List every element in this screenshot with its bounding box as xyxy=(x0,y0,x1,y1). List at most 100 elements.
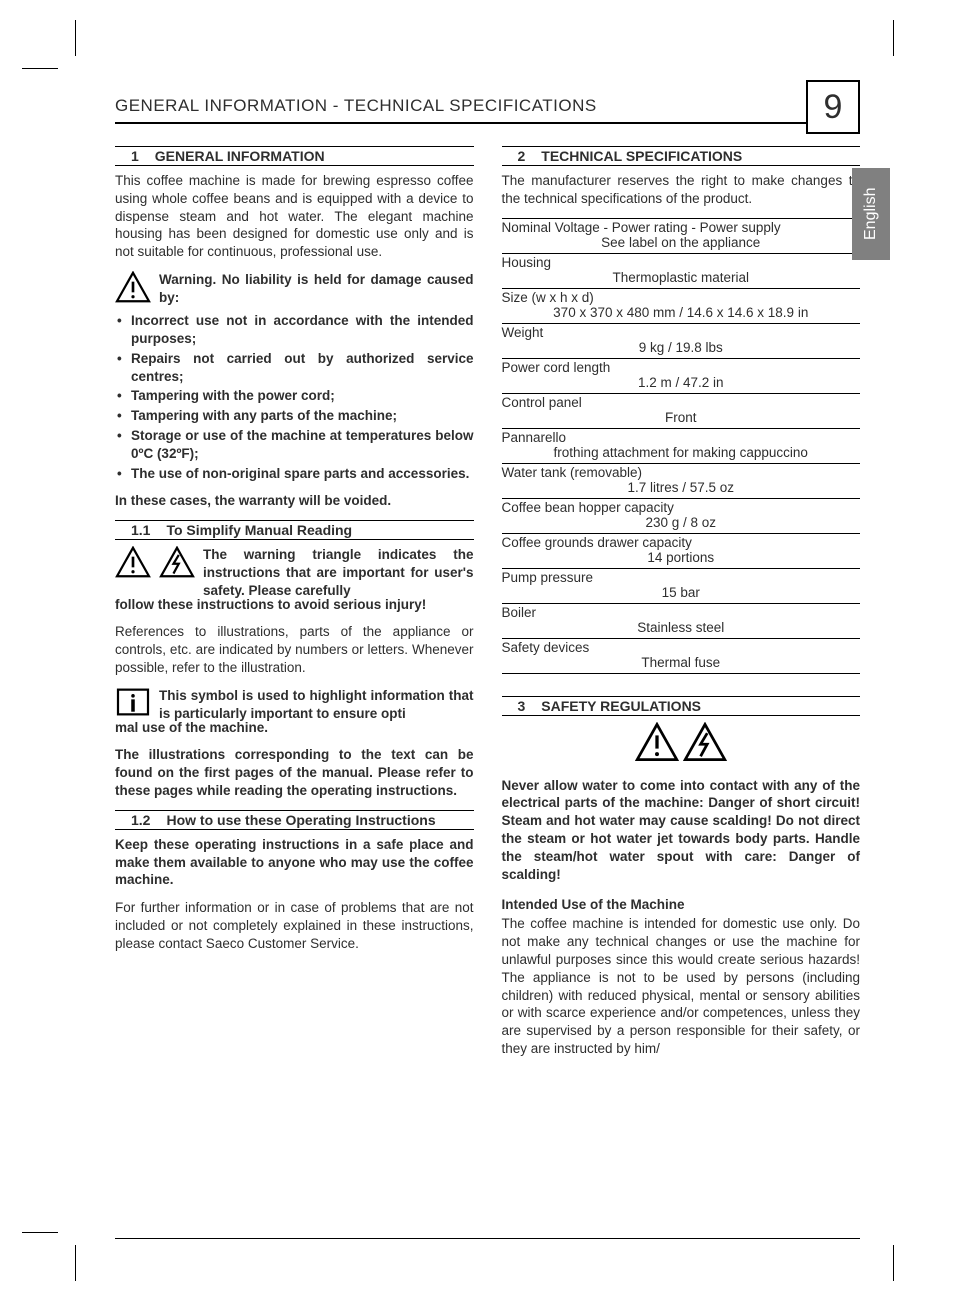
language-tab: English xyxy=(852,168,890,260)
spec-row: Pannarellofrothing attachment for making… xyxy=(502,428,861,463)
warning-bullet: Storage or use of the machine at tempera… xyxy=(115,427,474,463)
spec-label: Nominal Voltage - Power rating - Power s… xyxy=(502,220,861,235)
illustrations-text: The illustrations corresponding to the t… xyxy=(115,746,474,799)
spec-row: Size (w x h x d)370 x 370 x 480 mm / 14.… xyxy=(502,288,861,323)
section-heading-3: 3 SAFETY REGULATIONS xyxy=(502,696,861,716)
spec-row: BoilerStainless steel xyxy=(502,603,861,638)
spec-value: 15 bar xyxy=(502,585,861,600)
spec-row: HousingThermoplastic material xyxy=(502,253,861,288)
spec-row: Safety devicesThermal fuse xyxy=(502,638,861,674)
safety-warning-text: Never allow water to come into contact w… xyxy=(502,777,861,884)
spec-value: Thermoplastic material xyxy=(502,270,861,285)
spec-value: 1.7 litres / 57.5 oz xyxy=(502,480,861,495)
spec-label: Power cord length xyxy=(502,360,861,375)
crop-mark xyxy=(22,1232,58,1233)
spec-intro: The manufacturer reserves the right to m… xyxy=(502,172,861,208)
crop-mark xyxy=(893,1245,894,1281)
warning-bullet: Tampering with the power cord; xyxy=(115,387,474,405)
spec-label: Boiler xyxy=(502,605,861,620)
section-number: 1.1 xyxy=(131,522,150,538)
spec-value: 370 x 370 x 480 mm / 14.6 x 14.6 x 18.9 … xyxy=(502,305,861,320)
body-text: This coffee machine is made for brewing … xyxy=(115,172,474,261)
info-lead-text: This symbol is used to highlight informa… xyxy=(159,687,474,723)
spec-row: Coffee grounds drawer capacity14 portion… xyxy=(502,533,861,568)
section-number: 1.2 xyxy=(131,812,150,828)
keep-instructions-text: Keep these operating instructions in a s… xyxy=(115,836,474,889)
right-column: 2 TECHNICAL SPECIFICATIONS The manufactu… xyxy=(502,146,861,1068)
crop-mark xyxy=(22,68,58,69)
contact-service-text: For further information or in case of pr… xyxy=(115,899,474,952)
crop-mark xyxy=(75,1245,76,1281)
warning-triangle-icon xyxy=(635,722,679,767)
spec-label: Coffee grounds drawer capacity xyxy=(502,535,861,550)
spec-label: Size (w x h x d) xyxy=(502,290,861,305)
spec-label: Pump pressure xyxy=(502,570,861,585)
spec-value: 14 portions xyxy=(502,550,861,565)
spec-row: Pump pressure15 bar xyxy=(502,568,861,603)
crop-mark xyxy=(75,20,76,56)
spec-label: Pannarello xyxy=(502,430,861,445)
warning-bullet-list: Incorrect use not in accordance with the… xyxy=(115,312,474,482)
info-block: This symbol is used to highlight informa… xyxy=(115,687,474,723)
section-heading-1: 1 GENERAL INFORMATION xyxy=(115,146,474,166)
spec-label: Coffee bean hopper capacity xyxy=(502,500,861,515)
section-number: 3 xyxy=(518,698,526,714)
spec-value: 230 g / 8 oz xyxy=(502,515,861,530)
section-number: 1 xyxy=(131,148,139,164)
info-icon xyxy=(115,687,151,722)
warning-block: Warning. No liability is held for damage… xyxy=(115,271,474,308)
section-title: SAFETY REGULATIONS xyxy=(541,698,701,714)
spec-row: Coffee bean hopper capacity230 g / 8 oz xyxy=(502,498,861,533)
warranty-note: In these cases, the warranty will be voi… xyxy=(115,492,474,510)
section-heading-1-1: 1.1 To Simplify Manual Reading xyxy=(115,520,474,540)
safety-icons xyxy=(502,722,861,767)
section-heading-1-2: 1.2 How to use these Operating Instructi… xyxy=(115,810,474,830)
electric-triangle-icon xyxy=(159,546,195,583)
spec-table: Nominal Voltage - Power rating - Power s… xyxy=(502,218,861,674)
intended-use-text: The coffee machine is intended for domes… xyxy=(502,915,861,1058)
footer-rule xyxy=(115,1238,860,1239)
spec-label: Housing xyxy=(502,255,861,270)
left-column: 1 GENERAL INFORMATION This coffee machin… xyxy=(115,146,474,1068)
columns: 1 GENERAL INFORMATION This coffee machin… xyxy=(115,146,860,1068)
section-title: To Simplify Manual Reading xyxy=(166,522,352,538)
spec-label: Water tank (removable) xyxy=(502,465,861,480)
spec-value: Thermal fuse xyxy=(502,655,861,670)
simplify-lead-text: The warning triangle indicates the instr… xyxy=(203,546,474,599)
spec-value: Stainless steel xyxy=(502,620,861,635)
section-title: GENERAL INFORMATION xyxy=(155,148,325,164)
spec-row: Weight9 kg / 19.8 lbs xyxy=(502,323,861,358)
electric-triangle-icon xyxy=(683,722,727,767)
simplify-follow-text: follow these instructions to avoid serio… xyxy=(115,596,474,614)
section-title: TECHNICAL SPECIFICATIONS xyxy=(541,148,742,164)
warning-bullet: Repairs not carried out by authorized se… xyxy=(115,350,474,386)
page-header: GENERAL INFORMATION - TECHNICAL SPECIFIC… xyxy=(115,80,860,124)
spec-row: Water tank (removable)1.7 litres / 57.5 … xyxy=(502,463,861,498)
crop-mark xyxy=(893,20,894,56)
warning-bullet: The use of non-original spare parts and … xyxy=(115,465,474,483)
page-number: 9 xyxy=(806,80,860,134)
references-text: References to illustrations, parts of th… xyxy=(115,623,474,676)
spec-value: 9 kg / 19.8 lbs xyxy=(502,340,861,355)
page-content: GENERAL INFORMATION - TECHNICAL SPECIFIC… xyxy=(115,80,860,1068)
simplify-reading-block: The warning triangle indicates the instr… xyxy=(115,546,474,599)
warning-triangle-icon xyxy=(115,271,151,308)
warning-bullet: Incorrect use not in accordance with the… xyxy=(115,312,474,348)
warning-triangle-icon xyxy=(115,546,151,583)
section-heading-2: 2 TECHNICAL SPECIFICATIONS xyxy=(502,146,861,166)
spec-value: See label on the appliance xyxy=(502,235,861,250)
warning-text: Warning. No liability is held for damage… xyxy=(159,271,474,307)
spec-value: frothing attachment for making cappuccin… xyxy=(502,445,861,460)
spec-label: Control panel xyxy=(502,395,861,410)
section-number: 2 xyxy=(518,148,526,164)
spec-row: Control panelFront xyxy=(502,393,861,428)
intended-use-heading: Intended Use of the Machine xyxy=(502,896,861,914)
spec-label: Safety devices xyxy=(502,640,861,655)
spec-label: Weight xyxy=(502,325,861,340)
spec-value: 1.2 m / 47.2 in xyxy=(502,375,861,390)
section-title: How to use these Operating Instructions xyxy=(166,812,435,828)
header-title: GENERAL INFORMATION - TECHNICAL SPECIFIC… xyxy=(115,96,597,122)
spec-row: Power cord length1.2 m / 47.2 in xyxy=(502,358,861,393)
warning-bullet: Tampering with any parts of the machine; xyxy=(115,407,474,425)
spec-value: Front xyxy=(502,410,861,425)
